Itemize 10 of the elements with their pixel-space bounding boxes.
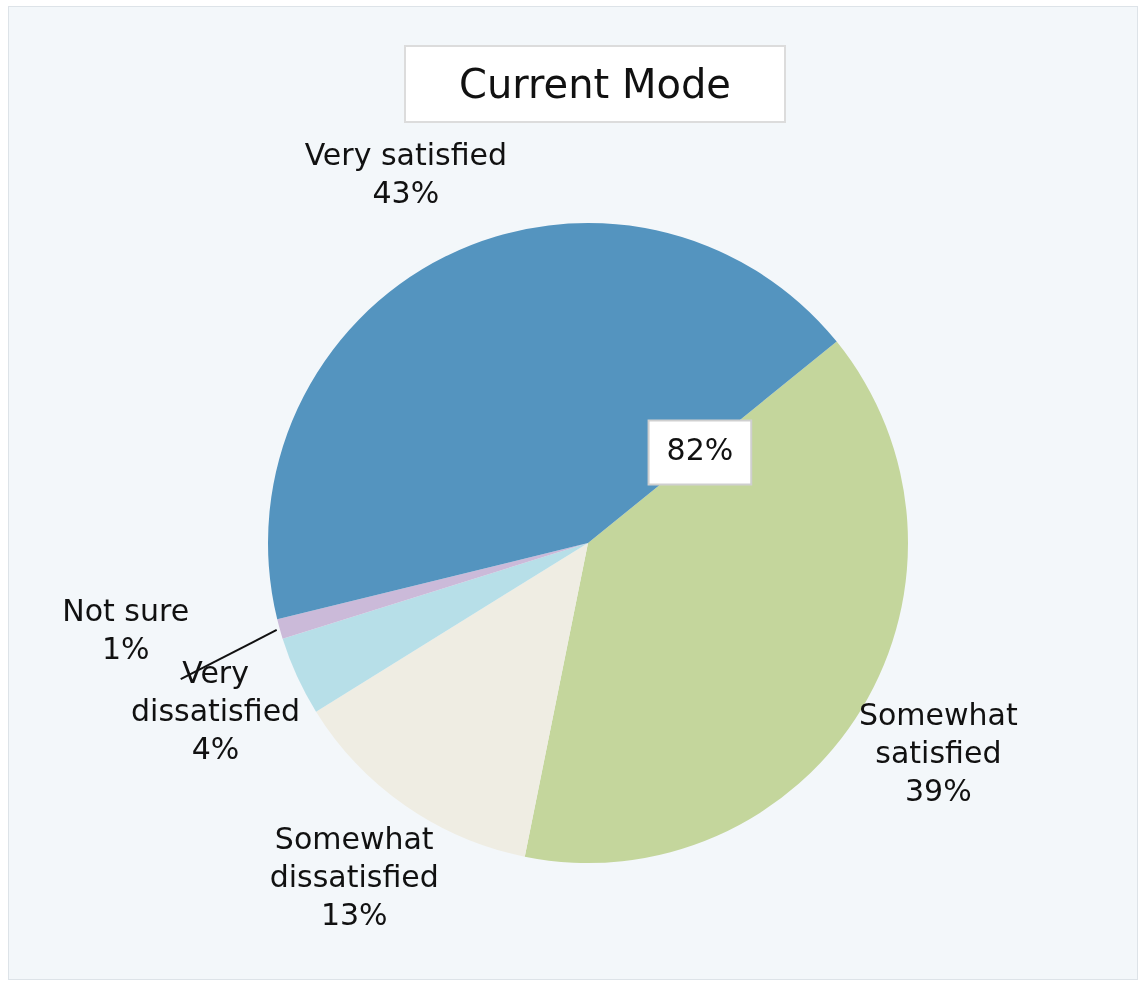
data-label: 13% [320, 897, 388, 933]
slice-label: Somewhat satisfied [858, 696, 1018, 770]
text: 82% [666, 432, 734, 468]
data-label: 39% [905, 772, 972, 808]
chart-title: Current Mode [404, 45, 786, 123]
slice-label: Somewhat dissatisfied [269, 821, 439, 895]
data-label: 4% [191, 731, 240, 767]
data-label: 43% [372, 174, 440, 210]
slice-label: Not sure [62, 592, 190, 628]
slice-label: Very satisfied [304, 136, 508, 172]
